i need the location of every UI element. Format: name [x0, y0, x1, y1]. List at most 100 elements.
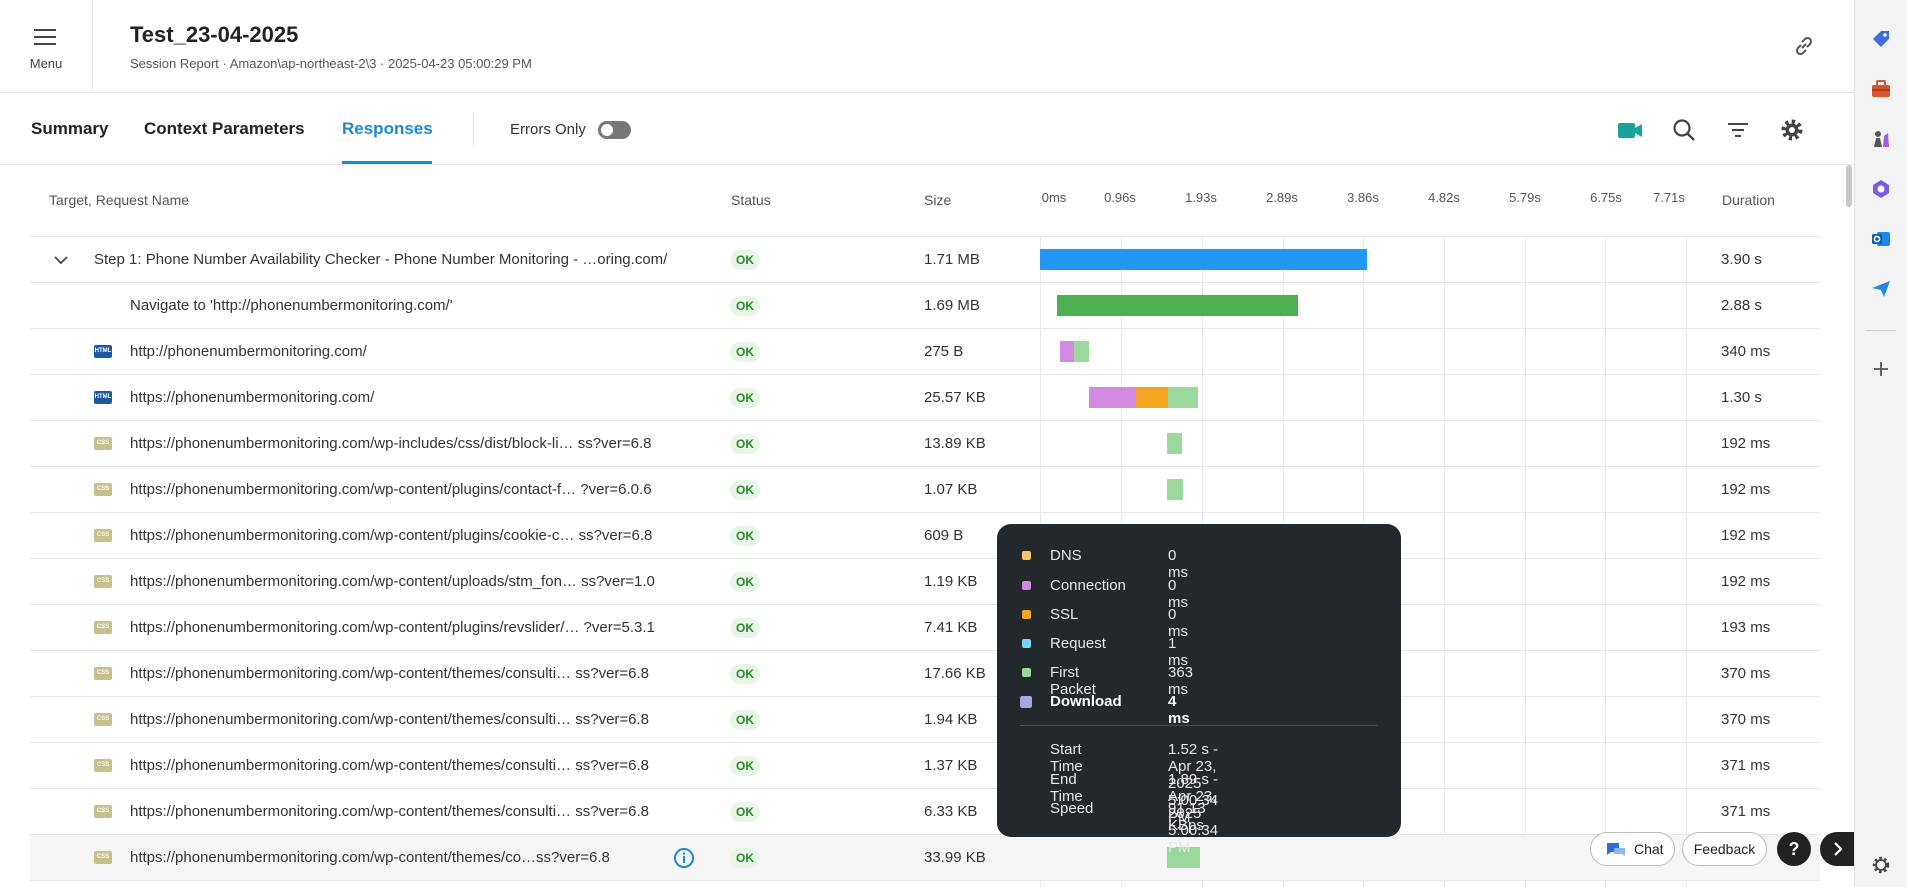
css-file-icon: CSS	[94, 621, 112, 634]
timeline-gridline	[1686, 237, 1687, 887]
status-badge: OK	[730, 388, 760, 408]
table-header: Target, Request Name Status Size 0ms 0.9…	[30, 165, 1820, 237]
row-size: 7.41 KB	[924, 619, 978, 636]
chat-label: Chat	[1634, 841, 1664, 857]
row-size: 1.94 KB	[924, 711, 978, 728]
briefcase-icon[interactable]	[1869, 77, 1893, 101]
row-name: https://phonenumbermonitoring.com/wp-inc…	[130, 435, 652, 452]
video-recording-icon[interactable]	[1615, 115, 1645, 145]
page-title: Test_23-04-2025	[130, 22, 299, 47]
search-icon[interactable]	[1669, 115, 1699, 145]
timeline-tick: 0.96s	[1104, 190, 1136, 205]
table-row[interactable]: CSS https://phonenumbermonitoring.com/wp…	[30, 605, 1820, 651]
table-row-step[interactable]: Step 1: Phone Number Availability Checke…	[30, 237, 1820, 283]
tooltip-value: 0 ms	[1168, 606, 1188, 640]
vertical-scrollbar[interactable]	[1846, 165, 1852, 207]
row-duration: 192 ms	[1721, 527, 1771, 544]
errors-only-label: Errors Only	[510, 121, 586, 138]
status-badge: OK	[730, 710, 760, 730]
column-header-status[interactable]: Status	[731, 192, 771, 208]
timeline-tick: 1.93s	[1185, 190, 1217, 205]
column-header-size[interactable]: Size	[924, 192, 952, 208]
tab-summary[interactable]: Summary	[31, 119, 109, 138]
send-icon[interactable]	[1869, 277, 1893, 301]
row-size: 1.69 MB	[924, 297, 980, 314]
add-icon[interactable]	[1869, 357, 1893, 381]
tooltip-value: 1.52 s - Apr 23, 2025 5:00:34 PM	[1168, 741, 1219, 826]
hamburger-icon	[34, 29, 56, 45]
status-badge: OK	[730, 664, 760, 684]
filter-icon[interactable]	[1723, 115, 1753, 145]
timeline-tick: 3.86s	[1347, 190, 1379, 205]
column-header-name[interactable]: Target, Request Name	[49, 192, 190, 208]
timeline-tick: 6.75s	[1590, 190, 1622, 205]
chat-button[interactable]: Chat	[1590, 832, 1675, 866]
tab-context-parameters[interactable]: Context Parameters	[144, 119, 305, 138]
link-icon[interactable]	[1792, 34, 1816, 58]
table-row-hovered[interactable]: CSS https://phonenumbermonitoring.com/wp…	[30, 835, 1820, 881]
chess-pieces-icon[interactable]	[1869, 127, 1893, 151]
settings-gear-icon[interactable]	[1777, 115, 1807, 145]
tooltip-label: End Time	[1050, 771, 1083, 805]
status-badge: OK	[730, 526, 760, 546]
row-name: https://phonenumbermonitoring.com/wp-con…	[130, 481, 652, 498]
css-file-icon: CSS	[94, 851, 112, 864]
copilot-icon[interactable]	[1869, 177, 1893, 201]
timeline-bar-first-packet	[1074, 341, 1089, 362]
status-badge: OK	[730, 342, 760, 362]
tooltip-value: 0 ms	[1168, 547, 1188, 581]
ssl-legend-dot	[1022, 610, 1031, 619]
outlook-icon[interactable]	[1869, 227, 1893, 251]
timing-tooltip: DNS 0 ms Connection 0 ms SSL 0 ms Reques…	[997, 524, 1401, 856]
row-size: 13.89 KB	[924, 435, 986, 452]
row-duration: 371 ms	[1721, 757, 1771, 774]
html-file-icon: HTML	[94, 391, 112, 404]
table-row[interactable]: CSS https://phonenumbermonitoring.com/wp…	[30, 789, 1820, 835]
row-size: 1.71 MB	[924, 251, 980, 268]
table-row[interactable]: CSS https://phonenumbermonitoring.com/wp…	[30, 513, 1820, 559]
errors-only-toggle[interactable]	[598, 121, 631, 139]
feedback-button[interactable]: Feedback	[1682, 832, 1767, 866]
tag-icon[interactable]	[1869, 27, 1893, 51]
row-name: https://phonenumbermonitoring.com/wp-con…	[130, 803, 650, 820]
column-header-duration[interactable]: Duration	[1722, 192, 1775, 208]
info-icon[interactable]	[673, 847, 695, 869]
expand-panel-button[interactable]	[1820, 832, 1854, 866]
table-row[interactable]: CSS https://phonenumbermonitoring.com/wp…	[30, 697, 1820, 743]
table-row[interactable]: CSS https://phonenumbermonitoring.com/wp…	[30, 421, 1820, 467]
table-row[interactable]: CSS https://phonenumbermonitoring.com/wp…	[30, 651, 1820, 697]
divider	[473, 113, 474, 145]
status-badge: OK	[730, 618, 760, 638]
row-duration: 2.88 s	[1721, 297, 1762, 314]
gear-icon[interactable]	[1869, 853, 1893, 877]
row-name: https://phonenumbermonitoring.com/wp-con…	[130, 849, 610, 866]
row-name: https://phonenumbermonitoring.com/wp-con…	[130, 665, 650, 682]
timeline-tick: 0ms	[1041, 190, 1067, 205]
status-badge: OK	[730, 802, 760, 822]
help-button[interactable]: ?	[1777, 832, 1811, 866]
tooltip-value: 91.13 KBps	[1168, 800, 1206, 834]
row-name: https://phonenumbermonitoring.com/wp-con…	[130, 619, 655, 636]
table-row[interactable]: CSS https://phonenumbermonitoring.com/wp…	[30, 559, 1820, 605]
row-duration: 3.90 s	[1721, 251, 1762, 268]
table-row[interactable]: CSS https://phonenumbermonitoring.com/wp…	[30, 467, 1820, 513]
dns-legend-dot	[1022, 551, 1031, 560]
timeline-bar-connection	[1089, 387, 1136, 408]
row-size: 6.33 KB	[924, 803, 978, 820]
tab-responses[interactable]: Responses	[342, 119, 433, 138]
table-row[interactable]: HTML http://phonenumbermonitoring.com/ O…	[30, 329, 1820, 375]
css-file-icon: CSS	[94, 759, 112, 772]
chevron-down-icon[interactable]	[52, 253, 70, 267]
menu-button[interactable]: Menu	[0, 0, 93, 93]
table-row[interactable]: HTML https://phonenumbermonitoring.com/ …	[30, 375, 1820, 421]
table-row[interactable]: CSS https://phonenumbermonitoring.com/wp…	[30, 743, 1820, 789]
first-packet-legend-dot	[1022, 668, 1031, 677]
status-badge: OK	[730, 250, 760, 270]
row-duration: 340 ms	[1721, 343, 1771, 360]
active-tab-indicator	[342, 161, 432, 164]
css-file-icon: CSS	[94, 713, 112, 726]
table-row[interactable]: Navigate to 'http://phonenumbermonitorin…	[30, 283, 1820, 329]
css-file-icon: CSS	[94, 575, 112, 588]
row-name: https://phonenumbermonitoring.com/wp-con…	[130, 527, 653, 544]
html-file-icon: HTML	[94, 345, 112, 358]
